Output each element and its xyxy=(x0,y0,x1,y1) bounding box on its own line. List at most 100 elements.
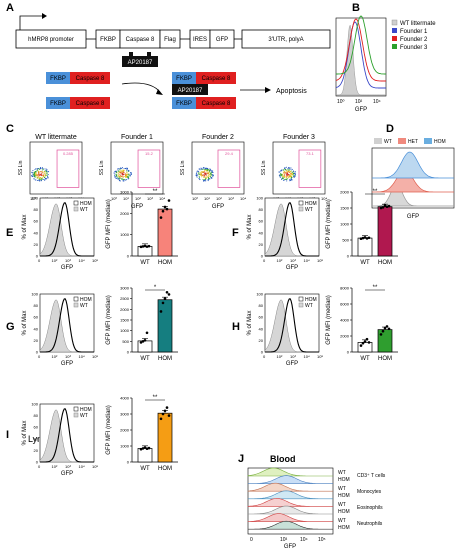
drug-knob-2 xyxy=(147,52,151,56)
c-dot xyxy=(212,171,214,173)
c-dot xyxy=(43,171,45,173)
c-dot xyxy=(38,176,40,178)
bar-point xyxy=(163,205,167,209)
bar-ytick: 2000 xyxy=(120,307,130,312)
c-dot xyxy=(42,168,44,170)
c-dot xyxy=(197,172,199,174)
bar-ytick: 1000 xyxy=(340,222,350,227)
hist-legend-wt-swatch xyxy=(298,206,304,212)
monomer2-caspase-label: Caspase 8 xyxy=(76,101,105,107)
hist-ytick: 60 xyxy=(34,425,39,430)
c-dot xyxy=(293,172,295,175)
bar-ytick: 1500 xyxy=(340,206,350,211)
c-title-2: Founder 2 xyxy=(202,134,234,141)
bar-ylabel: GFP MFI (median) xyxy=(326,295,332,345)
hist-ytick: 80 xyxy=(34,413,39,418)
promoter-arrow xyxy=(19,15,42,30)
c-dot xyxy=(291,173,293,175)
dimer-fkbp-bottom xyxy=(172,97,196,109)
c-dot xyxy=(282,179,285,181)
hist-hom-g xyxy=(40,298,94,353)
c-dot xyxy=(208,169,210,171)
c-dot xyxy=(212,170,214,172)
c-dot xyxy=(205,172,207,174)
hist-ytick: 40 xyxy=(34,326,39,331)
c-xlabel-1: GFP xyxy=(131,204,143,210)
c-dot xyxy=(120,177,122,179)
c-dot xyxy=(124,167,127,169)
drug-box xyxy=(122,56,158,67)
hist-xlabel: GFP xyxy=(61,361,73,367)
c-dot xyxy=(42,172,44,174)
c-dot xyxy=(122,173,124,175)
monomer1-caspase xyxy=(70,72,110,84)
j-label-2: HOM xyxy=(338,477,350,483)
c-dot xyxy=(290,173,292,175)
c-dot xyxy=(201,176,203,178)
c-dot xyxy=(286,171,288,173)
bar-hom-f xyxy=(377,206,393,257)
c-dot xyxy=(36,168,38,170)
c-dot xyxy=(115,176,117,178)
bar-point xyxy=(165,406,169,409)
c-dot xyxy=(284,172,286,174)
hist-ytick: 80 xyxy=(34,303,39,308)
d-legend-swatch-1 xyxy=(398,138,406,144)
construct-ires-label: IRES xyxy=(193,37,207,43)
c-dot xyxy=(38,180,41,182)
bar-point xyxy=(387,327,391,331)
hist-xtick: 10⁵ xyxy=(92,258,98,263)
c-dot xyxy=(45,173,47,175)
bar-point xyxy=(385,205,389,209)
reaction-arrow xyxy=(121,82,161,93)
c-dot xyxy=(207,176,209,178)
c-dot xyxy=(201,171,203,173)
c-dot xyxy=(284,176,286,178)
d-legend-1: HET xyxy=(408,139,418,145)
bar-ytick: 2000 xyxy=(120,211,130,216)
c-dot xyxy=(288,176,290,178)
c-dot xyxy=(202,179,204,181)
c-dot xyxy=(285,169,288,171)
hist-ytick: 100 xyxy=(256,292,263,297)
c-dot xyxy=(288,171,291,174)
c-dot xyxy=(207,180,209,182)
hist-legend-hom-swatch xyxy=(298,296,304,302)
c-dot xyxy=(129,175,131,177)
hist-xtick: 10⁴ xyxy=(79,258,85,263)
c-dot xyxy=(211,173,213,176)
c-dot xyxy=(47,170,49,172)
bar-point xyxy=(161,412,165,416)
c-dot xyxy=(119,180,121,182)
c-dot xyxy=(198,168,201,170)
c-dot xyxy=(119,173,121,175)
c-dot xyxy=(43,176,45,178)
hist-hom-i xyxy=(40,408,94,463)
bar-point xyxy=(143,446,147,449)
c-dot xyxy=(39,177,42,179)
hist-ytick: 40 xyxy=(34,230,39,235)
hist-legend-hom: HOM xyxy=(305,201,317,207)
c-dot xyxy=(291,175,293,177)
c-dot xyxy=(195,174,197,176)
c-dot xyxy=(44,179,46,181)
hist-xtick: 10³ xyxy=(65,354,71,359)
c-dot xyxy=(115,174,117,176)
d-legend-2: HOM xyxy=(434,139,446,145)
c-gate-2 xyxy=(217,149,241,188)
c-dot xyxy=(118,175,120,177)
c-dot xyxy=(119,178,121,180)
c-dot xyxy=(122,169,124,171)
c-dot xyxy=(119,176,121,178)
c-dot xyxy=(203,176,205,178)
hist-legend-hom: HOM xyxy=(80,297,92,303)
c-dot xyxy=(125,176,127,178)
j-label-5: HOM xyxy=(338,493,350,499)
c-dot xyxy=(123,171,125,173)
c-dot xyxy=(204,170,206,172)
c-plot-frame-0 xyxy=(29,141,83,195)
c-dot xyxy=(206,174,208,176)
bar-category-1: HOM xyxy=(158,356,172,362)
dimer-fkbp-top-label: FKBP xyxy=(176,76,192,82)
c-dot xyxy=(123,172,125,174)
